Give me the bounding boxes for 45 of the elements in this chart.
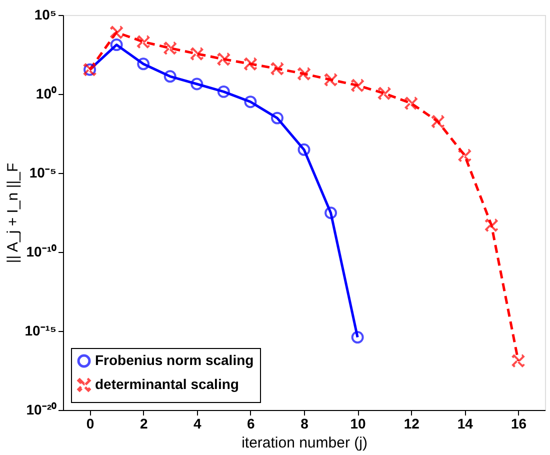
x-tick-label: 2 xyxy=(140,416,148,432)
point xyxy=(217,52,230,66)
x-axis-title: iteration number (j) xyxy=(242,434,368,452)
y-tick-label: 10⁻¹⁰ xyxy=(26,244,56,260)
point xyxy=(351,331,364,344)
point xyxy=(378,87,391,100)
point xyxy=(270,112,284,124)
point xyxy=(298,68,310,80)
point xyxy=(164,42,176,54)
point xyxy=(244,96,257,108)
point xyxy=(137,58,150,70)
y-tick-label: 10⁻²⁰ xyxy=(26,402,56,418)
point xyxy=(110,26,123,39)
x-tick-label: 6 xyxy=(247,416,256,432)
x-tick-label: 16 xyxy=(510,416,527,432)
x-tick-label: 8 xyxy=(300,416,309,432)
x-tick-label: 0 xyxy=(86,416,94,432)
point xyxy=(190,78,204,90)
legend-label: Frobenius norm scaling xyxy=(95,352,254,368)
point xyxy=(432,115,444,128)
point xyxy=(244,58,257,70)
x-tick-label: 14 xyxy=(457,416,474,432)
legend-label: determinantal scaling xyxy=(95,376,239,392)
point xyxy=(458,149,471,162)
x-tick-label: 12 xyxy=(404,416,420,432)
x-tick-label: 4 xyxy=(193,416,202,432)
point xyxy=(110,38,123,52)
point xyxy=(351,79,364,92)
x-tick-label: 10 xyxy=(350,416,366,432)
point xyxy=(190,48,204,60)
point xyxy=(324,73,338,86)
y-tick-label: 10⁰ xyxy=(36,86,56,102)
y-tick-label: 10⁻⁵ xyxy=(29,164,56,180)
point xyxy=(404,97,418,110)
y-tick-label: 10⁵ xyxy=(34,6,56,22)
point xyxy=(270,62,284,75)
y-axis-title: || A_j + I_n ||_F xyxy=(4,162,22,264)
point xyxy=(485,218,498,232)
point xyxy=(137,36,150,48)
point xyxy=(164,70,176,83)
y-tick-label: 10⁻¹⁵ xyxy=(24,322,56,338)
point xyxy=(217,85,230,98)
point xyxy=(512,354,524,368)
point xyxy=(324,206,338,220)
point xyxy=(298,143,310,156)
